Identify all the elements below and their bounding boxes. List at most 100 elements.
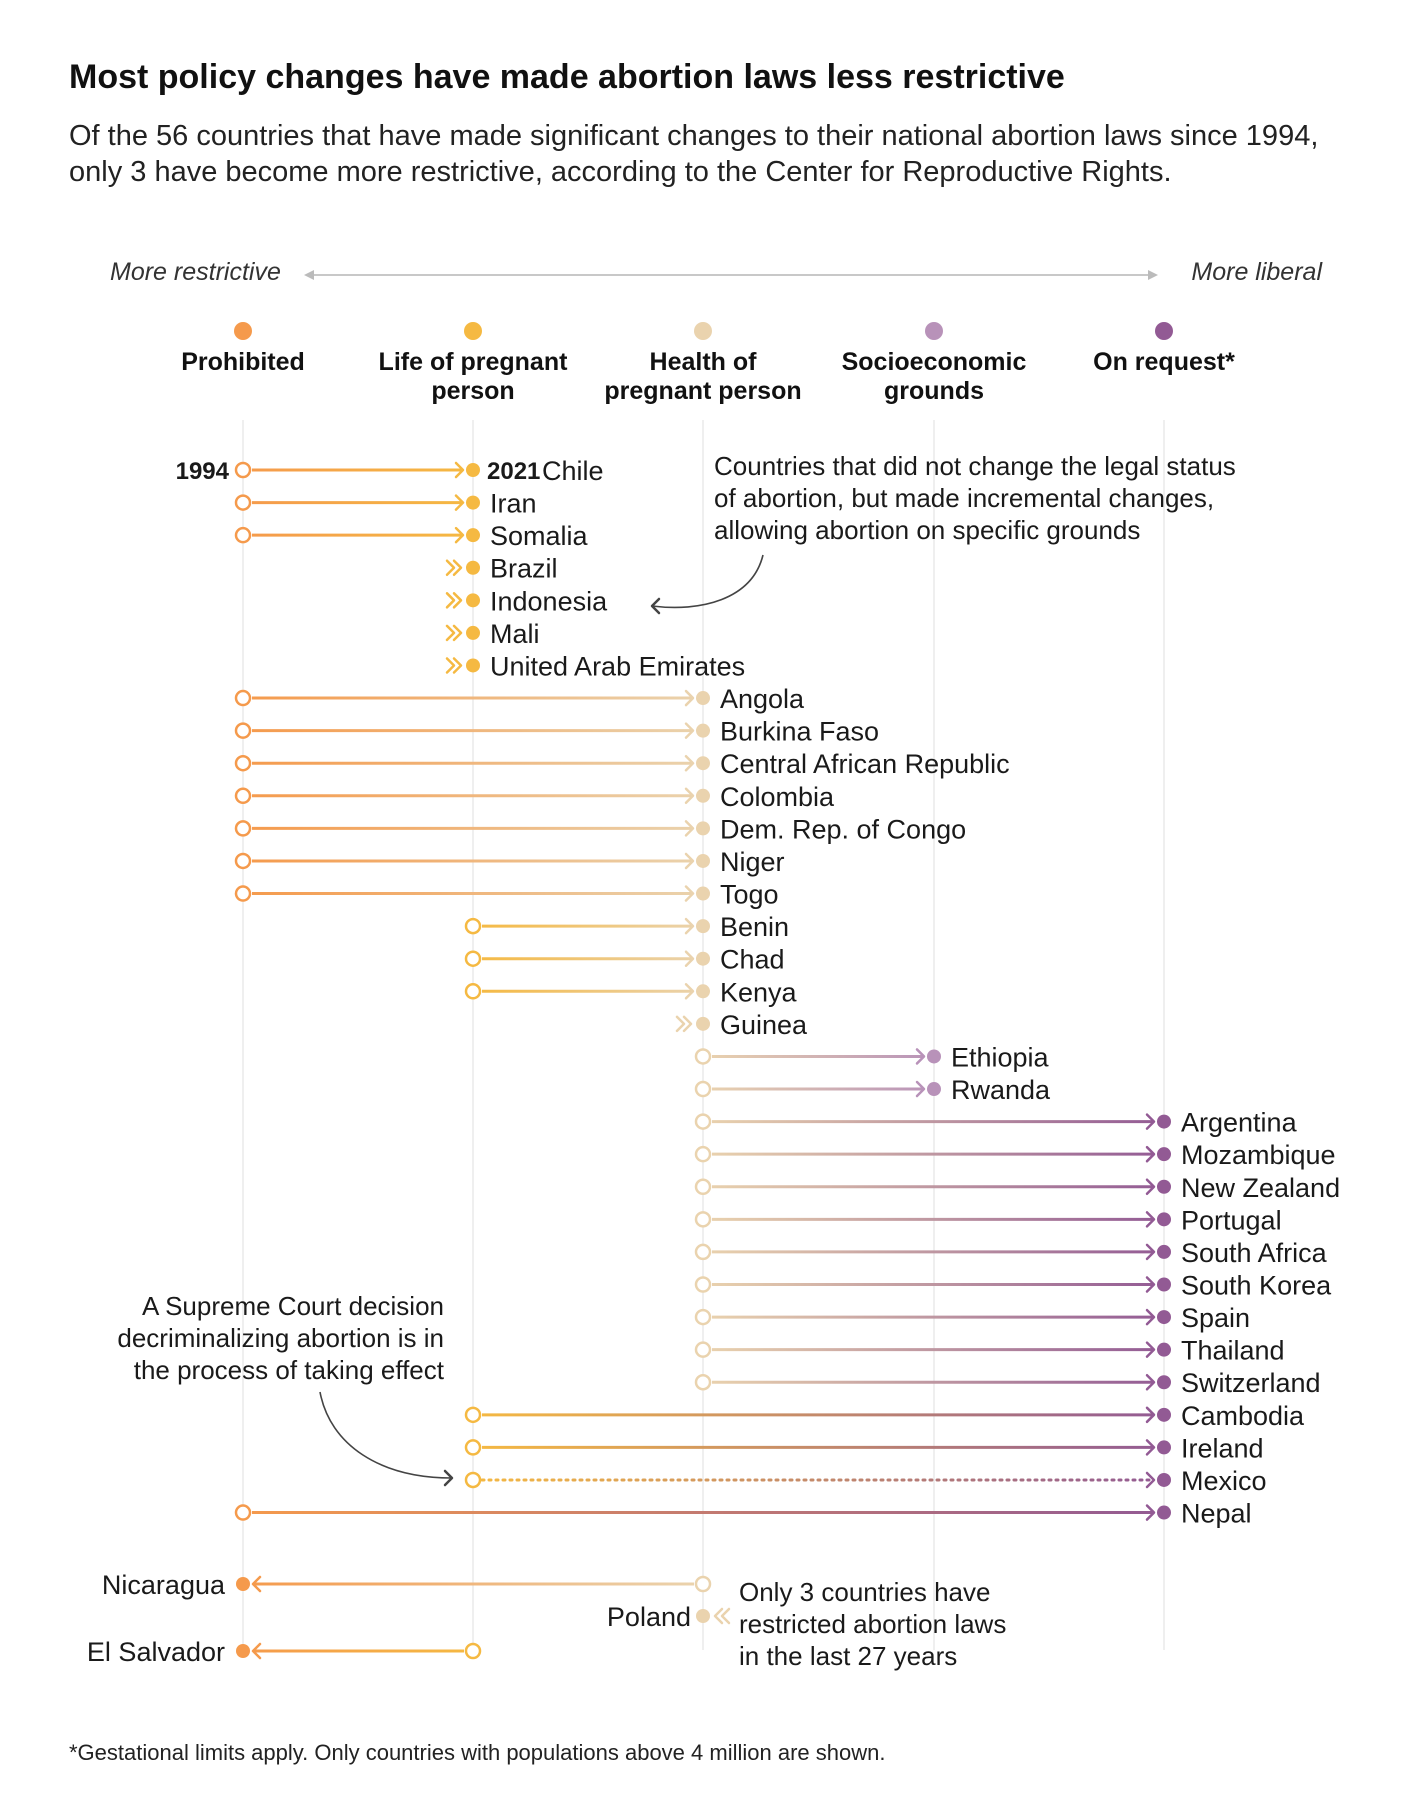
scale-right-arrowhead (1148, 270, 1158, 280)
incremental-arrow-indonesia (452, 592, 463, 609)
end-dot-dem-rep-of-congo (696, 821, 710, 836)
arrowhead-switzerland (1145, 1373, 1156, 1391)
end-dot-portugal (1157, 1212, 1171, 1227)
arrowhead-ethiopia (915, 1048, 926, 1065)
country-label-cambodia: Cambodia (1181, 1401, 1305, 1431)
country-label-somalia: Somalia (490, 521, 589, 551)
start-dot-thailand (694, 1341, 712, 1358)
incremental-arrow-mali (452, 624, 463, 642)
start-dot-benin (464, 917, 482, 935)
arrowhead-portugal (1145, 1211, 1156, 1228)
legend-dot-socio (925, 322, 943, 340)
end-dot-brazil (466, 560, 480, 575)
start-dot-nepal (234, 1504, 252, 1521)
end-dot-guinea (696, 1016, 710, 1031)
end-dot-chile (466, 463, 480, 477)
arrowhead-chad (684, 950, 695, 967)
start-dot-ethiopia (694, 1048, 712, 1065)
start-dot-spain (694, 1308, 712, 1326)
start-dot-central-african-republic (234, 754, 252, 772)
arrowhead-el-salvador (251, 1642, 262, 1660)
incremental-arrow-united-arab-emirates (445, 657, 456, 674)
column-header-socio: Socioeconomic (842, 348, 1027, 376)
country-label-iran: Iran (490, 489, 537, 519)
end-dot-central-african-republic (696, 756, 710, 771)
country-label-mexico: Mexico (1181, 1466, 1267, 1496)
arrowhead-somalia (454, 526, 465, 544)
column-header-life: person (431, 377, 514, 405)
end-dot-poland (696, 1609, 710, 1623)
end-dot-mozambique (1157, 1147, 1171, 1162)
end-dot-colombia (696, 788, 710, 803)
legend-dot-request (1155, 322, 1173, 340)
legend-dot-health (694, 322, 712, 340)
country-label-portugal: Portugal (1181, 1205, 1282, 1235)
arrowhead-iran (454, 494, 465, 511)
country-label-mozambique: Mozambique (1181, 1140, 1336, 1170)
column-header-prohibited: Prohibited (181, 348, 305, 376)
arrowhead-nepal (1145, 1504, 1156, 1521)
start-dot-colombia (234, 787, 252, 805)
start-dot-dem-rep-of-congo (234, 820, 252, 837)
country-label-nepal: Nepal (1181, 1499, 1252, 1529)
country-label-guinea: Guinea (720, 1010, 808, 1040)
end-dot-chad (696, 951, 710, 966)
arrowhead-nicaragua (251, 1575, 262, 1593)
scale-left-label: More restrictive (110, 258, 281, 286)
end-dot-switzerland (1157, 1375, 1171, 1390)
start-dot-el-salvador (464, 1642, 482, 1660)
country-label-central-african-republic: Central African Republic (720, 749, 1010, 779)
incremental-arrow-brazil (452, 559, 463, 576)
annotation-incremental-arrowhead (650, 597, 661, 615)
arrowhead-dem-rep-of-congo (684, 820, 695, 837)
arrowhead-thailand (1145, 1341, 1156, 1358)
country-label-south-africa: South Africa (1181, 1238, 1328, 1268)
arrowhead-benin (684, 917, 695, 935)
arrowhead-spain (1145, 1308, 1156, 1326)
end-dot-united-arab-emirates (466, 658, 480, 673)
end-dot-new-zealand (1157, 1179, 1171, 1194)
annotation-mexico: the process of taking effect (134, 1355, 445, 1385)
arrowhead-angola (684, 689, 695, 707)
end-dot-south-korea (1157, 1277, 1171, 1292)
incremental-arrow-guinea (675, 1015, 686, 1033)
incremental-arrow-indonesia (445, 592, 456, 609)
annotation-restricted: in the last 27 years (739, 1641, 957, 1671)
annotation-incremental: allowing abortion on specific grounds (714, 515, 1140, 545)
end-dot-cambodia (1157, 1407, 1171, 1422)
country-label-colombia: Colombia (720, 782, 835, 812)
country-label-kenya: Kenya (720, 977, 798, 1007)
country-label-indonesia: Indonesia (490, 586, 608, 616)
end-dot-rwanda (927, 1082, 941, 1097)
start-dot-angola (234, 689, 252, 707)
end-dot-south-africa (1157, 1244, 1171, 1259)
end-dot-ireland (1157, 1440, 1171, 1455)
incremental-arrow-brazil (445, 559, 456, 576)
country-label-switzerland: Switzerland (1181, 1368, 1321, 1398)
country-label-niger: Niger (720, 847, 785, 877)
start-dot-nicaragua (694, 1575, 712, 1593)
country-label-argentina: Argentina (1181, 1108, 1298, 1138)
start-dot-togo (234, 885, 252, 902)
annotation-restricted: Only 3 countries have (739, 1577, 990, 1607)
arrowhead-togo (684, 885, 695, 902)
start-dot-new-zealand (694, 1178, 712, 1196)
arrowhead-niger (684, 852, 695, 870)
arrowhead-chile (454, 461, 465, 479)
arrowhead-burkina-faso (684, 722, 695, 739)
arrowhead-new-zealand (1145, 1178, 1156, 1196)
country-label-chile: Chile (542, 456, 604, 486)
arrowhead-cambodia (1145, 1406, 1156, 1424)
country-label-united-arab-emirates: United Arab Emirates (490, 651, 745, 681)
scale-left-arrowhead (304, 270, 314, 280)
arrowhead-central-african-republic (684, 754, 695, 772)
country-label-ireland: Ireland (1181, 1433, 1264, 1463)
annotation-incremental-pointer (651, 554, 764, 609)
footnote: *Gestational limits apply. Only countrie… (69, 1740, 886, 1765)
start-dot-chile (234, 461, 252, 479)
end-dot-spain (1157, 1310, 1171, 1325)
scale-right-label: More liberal (1191, 258, 1323, 286)
start-dot-south-africa (694, 1243, 712, 1261)
arrowhead-south-africa (1145, 1243, 1156, 1261)
annotation-mexico: A Supreme Court decision (142, 1291, 444, 1321)
